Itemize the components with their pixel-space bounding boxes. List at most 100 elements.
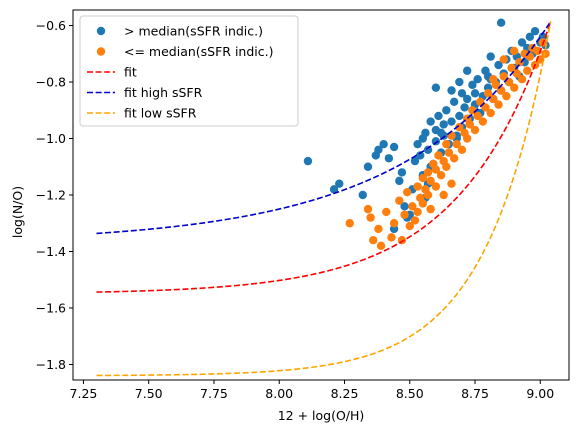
legend-box: [79, 15, 299, 127]
y-axis-title: log(N/O): [10, 186, 25, 238]
data-point: [465, 120, 474, 129]
data-point: [462, 66, 472, 75]
data-point: [436, 171, 446, 180]
data-point: [449, 154, 459, 163]
y-tick-label: −0.6: [36, 18, 66, 33]
data-point: [413, 207, 422, 217]
data-point: [329, 185, 339, 194]
data-point: [502, 91, 511, 101]
data-point: [455, 123, 464, 132]
data-point: [389, 219, 399, 228]
data-point: [400, 202, 409, 211]
data-point: [418, 199, 428, 208]
y-tick-label: −1.8: [36, 357, 66, 372]
data-point: [442, 139, 451, 149]
legend-item: fit low sSFR: [87, 106, 197, 121]
x-tick-label: 8.50: [396, 386, 424, 401]
data-point: [512, 69, 521, 78]
data-point: [395, 176, 404, 186]
data-point: [423, 168, 433, 177]
data-point: [423, 190, 433, 200]
data-point: [303, 156, 313, 166]
data-point: [366, 213, 375, 222]
data-point: [455, 111, 464, 121]
data-point: [517, 75, 527, 84]
data-point: [509, 83, 519, 92]
legend-label: fit high sSFR: [124, 85, 203, 100]
y-tick-label: −1.4: [36, 244, 66, 259]
legend: > median(sSFR indic.) <= median(sSFR indi…: [79, 15, 299, 127]
data-point: [405, 221, 414, 231]
data-point: [460, 103, 469, 112]
data-point: [369, 235, 378, 245]
x-tick-label: 7.25: [70, 386, 98, 401]
data-point: [402, 187, 412, 197]
data-point: [384, 154, 394, 163]
data-point: [515, 58, 524, 67]
legend-marker: [96, 26, 106, 36]
data-point: [423, 145, 433, 155]
legend-item: fit: [87, 65, 137, 80]
data-point: [410, 216, 420, 225]
data-point: [418, 173, 428, 183]
axes: 7.25 7.50 7.75 8.00 8.25 8.50 8.75 9.00 −1.8 −1.6…: [36, 9, 570, 401]
data-point: [389, 142, 399, 152]
data-point: [416, 151, 425, 160]
plot-content: [96, 18, 552, 377]
data-point: [431, 165, 441, 174]
data-point: [374, 145, 383, 155]
data-point: [494, 60, 503, 70]
data-point: [436, 128, 446, 138]
legend-label: fit low sSFR: [124, 106, 197, 121]
data-point: [499, 72, 508, 81]
x-axis-title: 12 + log(O/H): [278, 408, 365, 423]
data-point: [439, 120, 448, 129]
data-point: [358, 190, 367, 200]
data-point: [447, 179, 456, 188]
legend-label: fit: [124, 65, 137, 80]
data-point: [523, 66, 532, 75]
data-point: [442, 162, 451, 171]
data-point: [462, 134, 472, 143]
data-point: [426, 117, 435, 126]
data-point: [374, 224, 383, 234]
data-point: [421, 128, 430, 138]
data-point: [444, 148, 454, 157]
data-point: [457, 145, 467, 155]
x-tick-label: 8.25: [331, 386, 359, 401]
legend-item: fit high sSFR: [87, 85, 203, 100]
data-point: [408, 202, 417, 211]
x-tick-label: 8.75: [461, 386, 489, 401]
data-point: [462, 94, 472, 104]
data-point: [478, 117, 488, 126]
data-point: [452, 139, 461, 149]
data-point: [481, 103, 490, 112]
data-point: [489, 75, 498, 84]
data-point: [489, 94, 498, 104]
data-point: [363, 162, 373, 171]
fit-line-low-ssfr: [96, 21, 552, 377]
data-point: [509, 46, 519, 56]
x-tick-label: 9.00: [526, 386, 554, 401]
data-point: [376, 241, 386, 251]
data-point: [434, 151, 443, 160]
y-tick-label: −1.6: [36, 300, 66, 315]
data-point: [447, 117, 456, 126]
legend-item: > median(sSFR indic.): [96, 24, 263, 39]
data-point: [468, 80, 477, 90]
data-point: [382, 207, 391, 217]
data-point: [379, 139, 388, 149]
data-point: [486, 108, 495, 118]
data-point: [335, 179, 344, 188]
data-point: [431, 83, 441, 92]
data-point: [494, 100, 503, 109]
y-tick-label: −1.0: [36, 131, 66, 146]
data-point: [470, 89, 480, 98]
data-point: [473, 111, 482, 121]
data-point: [525, 32, 535, 42]
data-point: [410, 156, 420, 166]
data-point: [439, 190, 448, 200]
data-point: [455, 77, 464, 87]
data-point: [499, 55, 508, 64]
